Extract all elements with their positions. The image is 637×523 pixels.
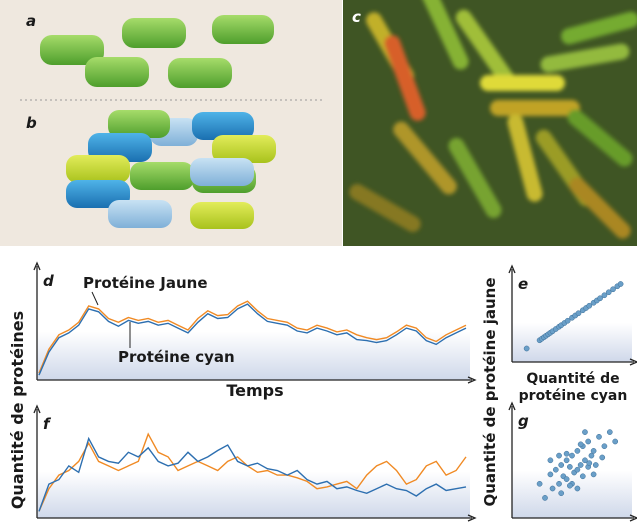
scatter-point xyxy=(618,281,623,286)
scatter-point xyxy=(600,455,605,460)
scatter-point xyxy=(591,448,596,453)
scatter-point xyxy=(580,474,585,479)
scatter-point xyxy=(582,430,587,435)
scatter-point xyxy=(548,458,553,463)
scatter-point xyxy=(586,439,591,444)
scatter-point xyxy=(524,346,529,351)
axis-label: Quantité de protéine cyan xyxy=(512,371,634,405)
scatter-point xyxy=(591,472,596,477)
scatter-point xyxy=(607,430,612,435)
panel-label: g xyxy=(518,412,529,430)
scatter-point xyxy=(578,462,583,467)
scatter-point xyxy=(564,477,569,482)
scatter-point xyxy=(548,472,553,477)
scatter-point xyxy=(556,481,561,486)
panel-label: c xyxy=(352,8,361,26)
panel-label: a xyxy=(26,12,36,30)
scatter-point xyxy=(575,486,580,491)
scatter-point xyxy=(564,451,569,456)
scatter-point xyxy=(587,461,592,466)
scatter-point xyxy=(602,444,607,449)
axis-label: Temps xyxy=(226,381,283,400)
scatter-point xyxy=(578,442,583,447)
figure: a b c dfegProtéine JauneProtéine cyanTem… xyxy=(0,0,637,523)
series-annotation: Protéine cyan xyxy=(118,348,235,366)
scatter-point xyxy=(559,491,564,496)
scatter-point xyxy=(542,495,547,500)
scatter-point xyxy=(569,453,574,458)
scatter-point xyxy=(596,434,601,439)
scatter-point xyxy=(537,481,542,486)
figure-canvas: a b c dfegProtéine JauneProtéine cyanTem… xyxy=(0,0,637,523)
plot-bg xyxy=(512,412,632,518)
scatter-point xyxy=(567,483,572,488)
scatter-point xyxy=(575,467,580,472)
axis-label: Quantité de protéine jaune xyxy=(481,277,499,506)
scatter-point xyxy=(589,453,594,458)
scatter-point xyxy=(564,458,569,463)
scatter-point xyxy=(575,448,580,453)
microscopy-photo xyxy=(343,0,637,246)
scatter-point xyxy=(593,462,598,467)
axis-label: Quantité de protéines xyxy=(8,311,27,509)
scatter-point xyxy=(613,439,618,444)
scatter-point xyxy=(567,464,572,469)
scatter-point xyxy=(556,453,561,458)
plot-bg xyxy=(37,415,470,518)
scatter-point xyxy=(550,486,555,491)
panel-label: d xyxy=(43,272,54,290)
panel-label: b xyxy=(26,114,37,132)
scatter-point xyxy=(559,462,564,467)
panel-label: e xyxy=(518,275,528,293)
series-annotation: Protéine Jaune xyxy=(83,274,208,292)
scatter-point xyxy=(553,467,558,472)
